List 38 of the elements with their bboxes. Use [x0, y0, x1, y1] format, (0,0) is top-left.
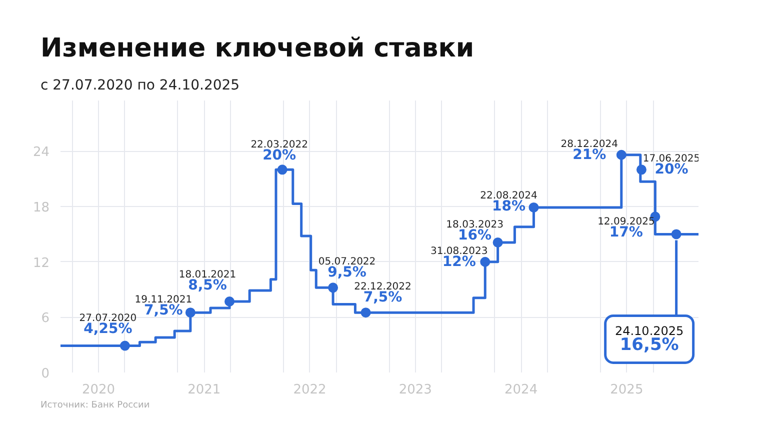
annotation: 24.10.2025 16,5%: [614, 324, 684, 356]
annotation: 31.08.2023 12%: [430, 246, 488, 270]
y-tick-label: 12: [32, 256, 50, 271]
annotation: 12.09.2025 17%: [598, 216, 655, 241]
point: [528, 202, 539, 212]
point: [224, 296, 235, 306]
point: [671, 229, 682, 240]
point: [120, 340, 130, 351]
chart-title: Изменение ключевой ставки: [40, 34, 474, 64]
annotation: 19.11.2021 7,5%: [134, 294, 192, 319]
point: [185, 308, 196, 318]
annotation: 18.03.2023 16%: [446, 219, 504, 244]
point: [480, 256, 490, 267]
y-tick-label: 18: [32, 200, 50, 216]
text: Источник: Банк России: [40, 400, 150, 410]
point: [616, 150, 626, 160]
annotation: 28.12.2024 21%: [560, 138, 618, 163]
point: [492, 238, 503, 248]
annotation: 22.08.2024 18%: [480, 190, 538, 214]
chart-subtitle: с 27.07.2020 по 24.10.2025: [40, 78, 240, 94]
x-tick-label: 2021: [188, 382, 221, 398]
x-tick-label: 2023: [398, 382, 432, 398]
annotation: 18.01.2021 8,5%: [178, 270, 236, 294]
annotation: 27.07.2020 4,25%: [79, 312, 137, 337]
y-tick-label: 6: [41, 311, 50, 326]
point: [277, 164, 288, 175]
x-tick-label: 2025: [610, 382, 644, 398]
x-tick-label: 2024: [504, 382, 538, 398]
x-tick-label: 2022: [293, 382, 326, 398]
annotation: 22.03.2022 20%: [250, 140, 308, 164]
point: [636, 164, 646, 175]
y-tick-label: 24: [32, 145, 50, 160]
point: [360, 308, 371, 318]
point: [328, 282, 338, 293]
x-tick-label: 2020: [82, 382, 116, 398]
y-tick-label: 0: [41, 366, 50, 382]
annotation: 05.07.2022 9,5%: [318, 256, 376, 281]
annotation: 22.12.2022 7,5%: [354, 282, 412, 306]
